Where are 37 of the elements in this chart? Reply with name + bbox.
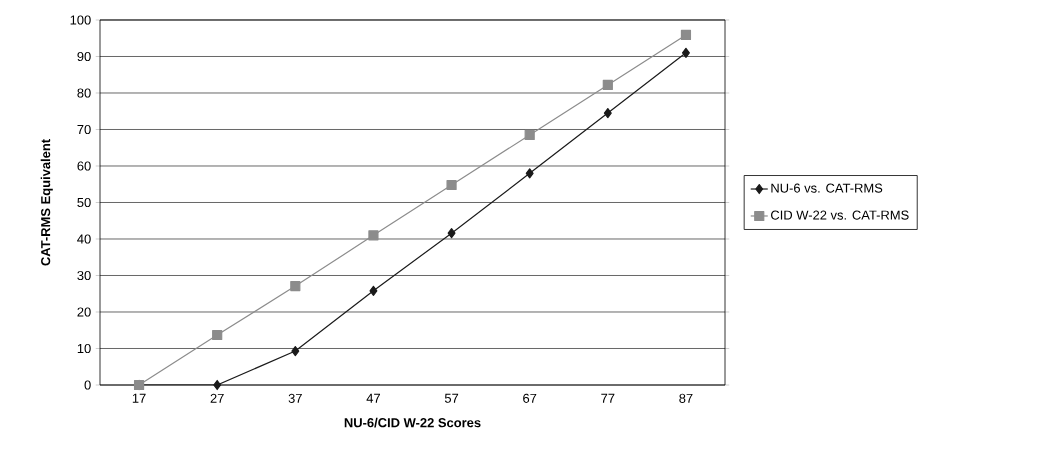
y-axis-title: CAT-RMS Equivalent xyxy=(40,139,53,266)
x-tick-label: 87 xyxy=(679,393,693,403)
point xyxy=(369,285,378,296)
y-tick-label: 10 xyxy=(77,343,91,354)
point xyxy=(290,280,301,292)
y-tick-label: 40 xyxy=(77,234,91,244)
y-tick-label: 30 xyxy=(77,270,91,281)
point xyxy=(447,228,456,239)
x-tick-label: 67 xyxy=(523,393,537,403)
y-tick-label: 50 xyxy=(77,197,91,208)
y-tick-label: 20 xyxy=(77,307,91,317)
x-tick-label: 37 xyxy=(288,393,302,403)
point xyxy=(525,168,534,179)
legend-label: NU-6 vs. CAT-RMS xyxy=(771,183,883,193)
x-tick-label: 27 xyxy=(210,393,224,403)
x-tick-label: 57 xyxy=(444,393,459,403)
y-tick-label: 70 xyxy=(77,124,91,135)
x-tick-label: 17 xyxy=(132,393,146,403)
legend-label: CID W-22 vs. CAT-RMS xyxy=(771,210,909,220)
y-tick-label: 100 xyxy=(70,15,91,25)
point xyxy=(446,179,457,191)
point xyxy=(291,345,300,357)
point xyxy=(524,129,535,141)
point xyxy=(213,379,222,391)
y-tick-label: 80 xyxy=(77,88,91,98)
point xyxy=(602,79,613,91)
point xyxy=(680,29,692,41)
point xyxy=(368,230,379,241)
y-tick-label: 60 xyxy=(77,161,91,171)
x-tick-label: 77 xyxy=(601,393,615,403)
point xyxy=(212,329,223,341)
y-tick-label: 0 xyxy=(84,380,91,390)
y-tick-label: 90 xyxy=(77,51,91,62)
x-axis-title: NU-6/CID W-22 Scores xyxy=(344,417,481,428)
point xyxy=(681,47,690,58)
x-tick-label: 47 xyxy=(366,393,380,403)
point xyxy=(603,107,612,119)
